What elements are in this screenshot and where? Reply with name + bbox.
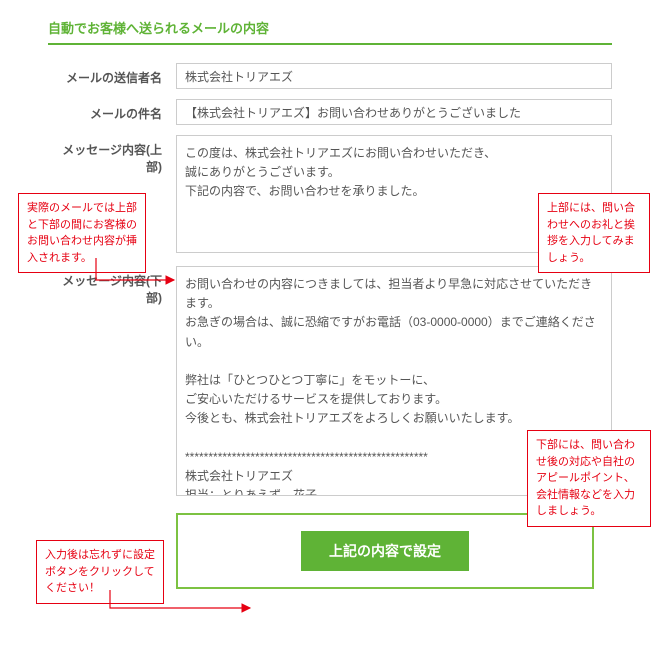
row-subject: メールの件名 [48, 99, 612, 125]
arrow-left-submit [110, 590, 260, 620]
callout-right-lower: 下部には、問い合わせ後の対応や自社のアピールポイント、会社情報などを入力しましょ… [527, 430, 651, 527]
lower-label: メッセージ内容(下部) [48, 266, 176, 499]
subject-input[interactable] [176, 99, 612, 125]
callout-right-upper: 上部には、問い合わせへのお礼と挨拶を入力してみましょう。 [538, 193, 650, 273]
subject-label: メールの件名 [48, 99, 176, 125]
submit-button[interactable]: 上記の内容で設定 [301, 531, 469, 571]
arrow-left-upper [96, 258, 186, 288]
sender-label: メールの送信者名 [48, 63, 176, 89]
row-sender: メールの送信者名 [48, 63, 612, 89]
section-title: 自動でお客様へ送られるメールの内容 [48, 18, 612, 45]
sender-input[interactable] [176, 63, 612, 89]
